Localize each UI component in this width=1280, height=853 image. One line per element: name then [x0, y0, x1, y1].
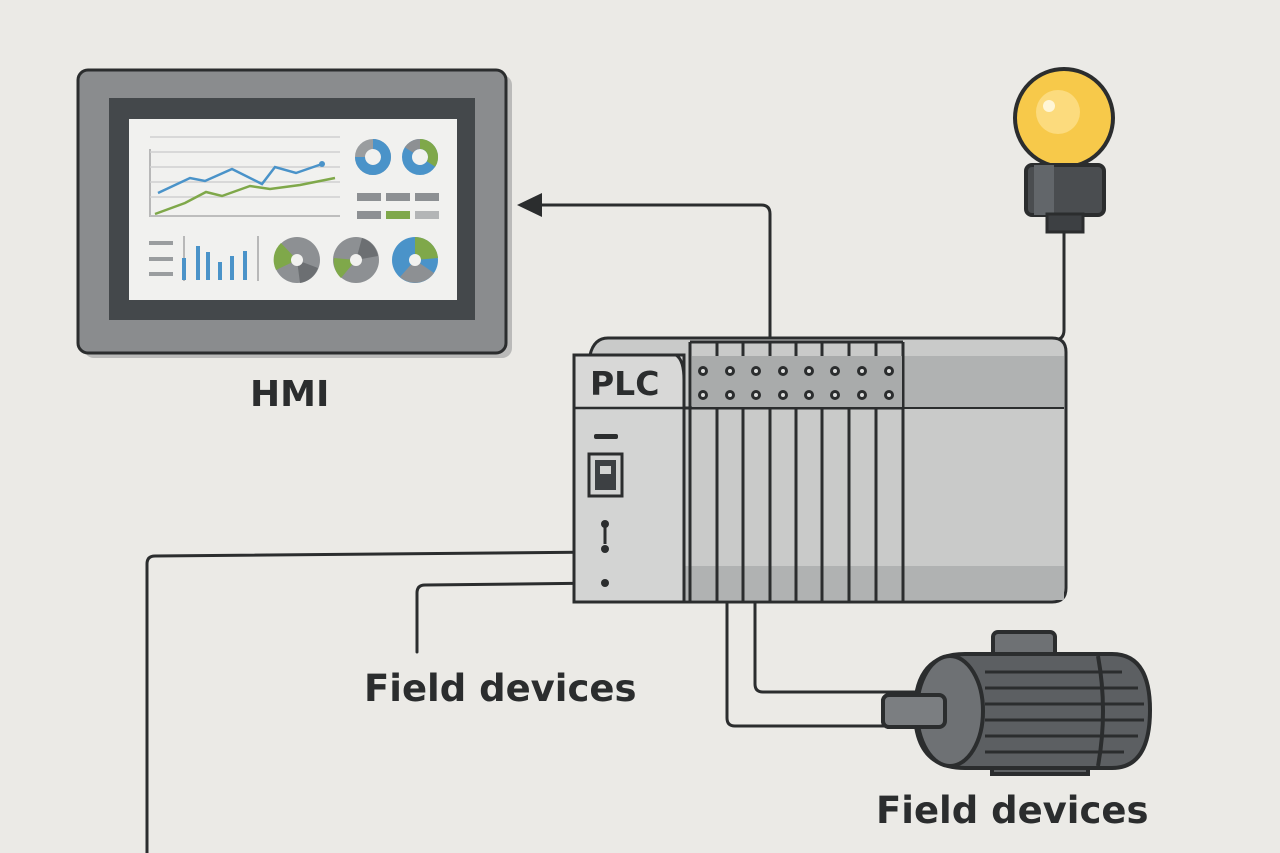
- wire-motor-a: [753, 598, 920, 694]
- hmi-donut-1: [355, 139, 391, 175]
- hmi-panel: [76, 68, 512, 358]
- hmi-pie-3: [392, 236, 438, 283]
- wire-motor-b: [725, 598, 900, 728]
- hmi-pie-2: [333, 237, 379, 283]
- wire-plc-to-hmi: [536, 203, 772, 342]
- hmi-bar-chart: [182, 236, 259, 281]
- hmi-status-tiles: [357, 193, 439, 219]
- light-bulb-icon: [1013, 67, 1115, 234]
- arrow-to-hmi-icon: [517, 193, 542, 217]
- plc-status-led: [594, 434, 618, 439]
- field-devices-label-left: Field devices: [364, 667, 637, 710]
- plc-terminal-1: [601, 520, 609, 528]
- plc-label: PLC: [590, 364, 660, 403]
- motor-shaft-front: [881, 693, 947, 729]
- plc-terminal-2: [601, 545, 609, 553]
- hmi-blue-series-line: [157, 162, 323, 195]
- plc-rack-icon: [572, 336, 1068, 604]
- hmi-green-series-line: [154, 176, 336, 216]
- hmi-pie-1: [273, 237, 320, 283]
- wire-lamp-to-plc: [998, 230, 1066, 342]
- hmi-donut-2: [402, 138, 439, 175]
- field-devices-label-right: Field devices: [876, 789, 1149, 832]
- hmi-line-chart: [149, 136, 340, 217]
- plc-terminal-3: [601, 579, 609, 587]
- hmi-legend-lines: [149, 241, 173, 276]
- wire-field-devices-left: [415, 581, 607, 654]
- hmi-label: HMI: [250, 374, 330, 415]
- wire-field-bottom-left: [145, 550, 607, 853]
- electric-motor-icon: [881, 630, 1153, 776]
